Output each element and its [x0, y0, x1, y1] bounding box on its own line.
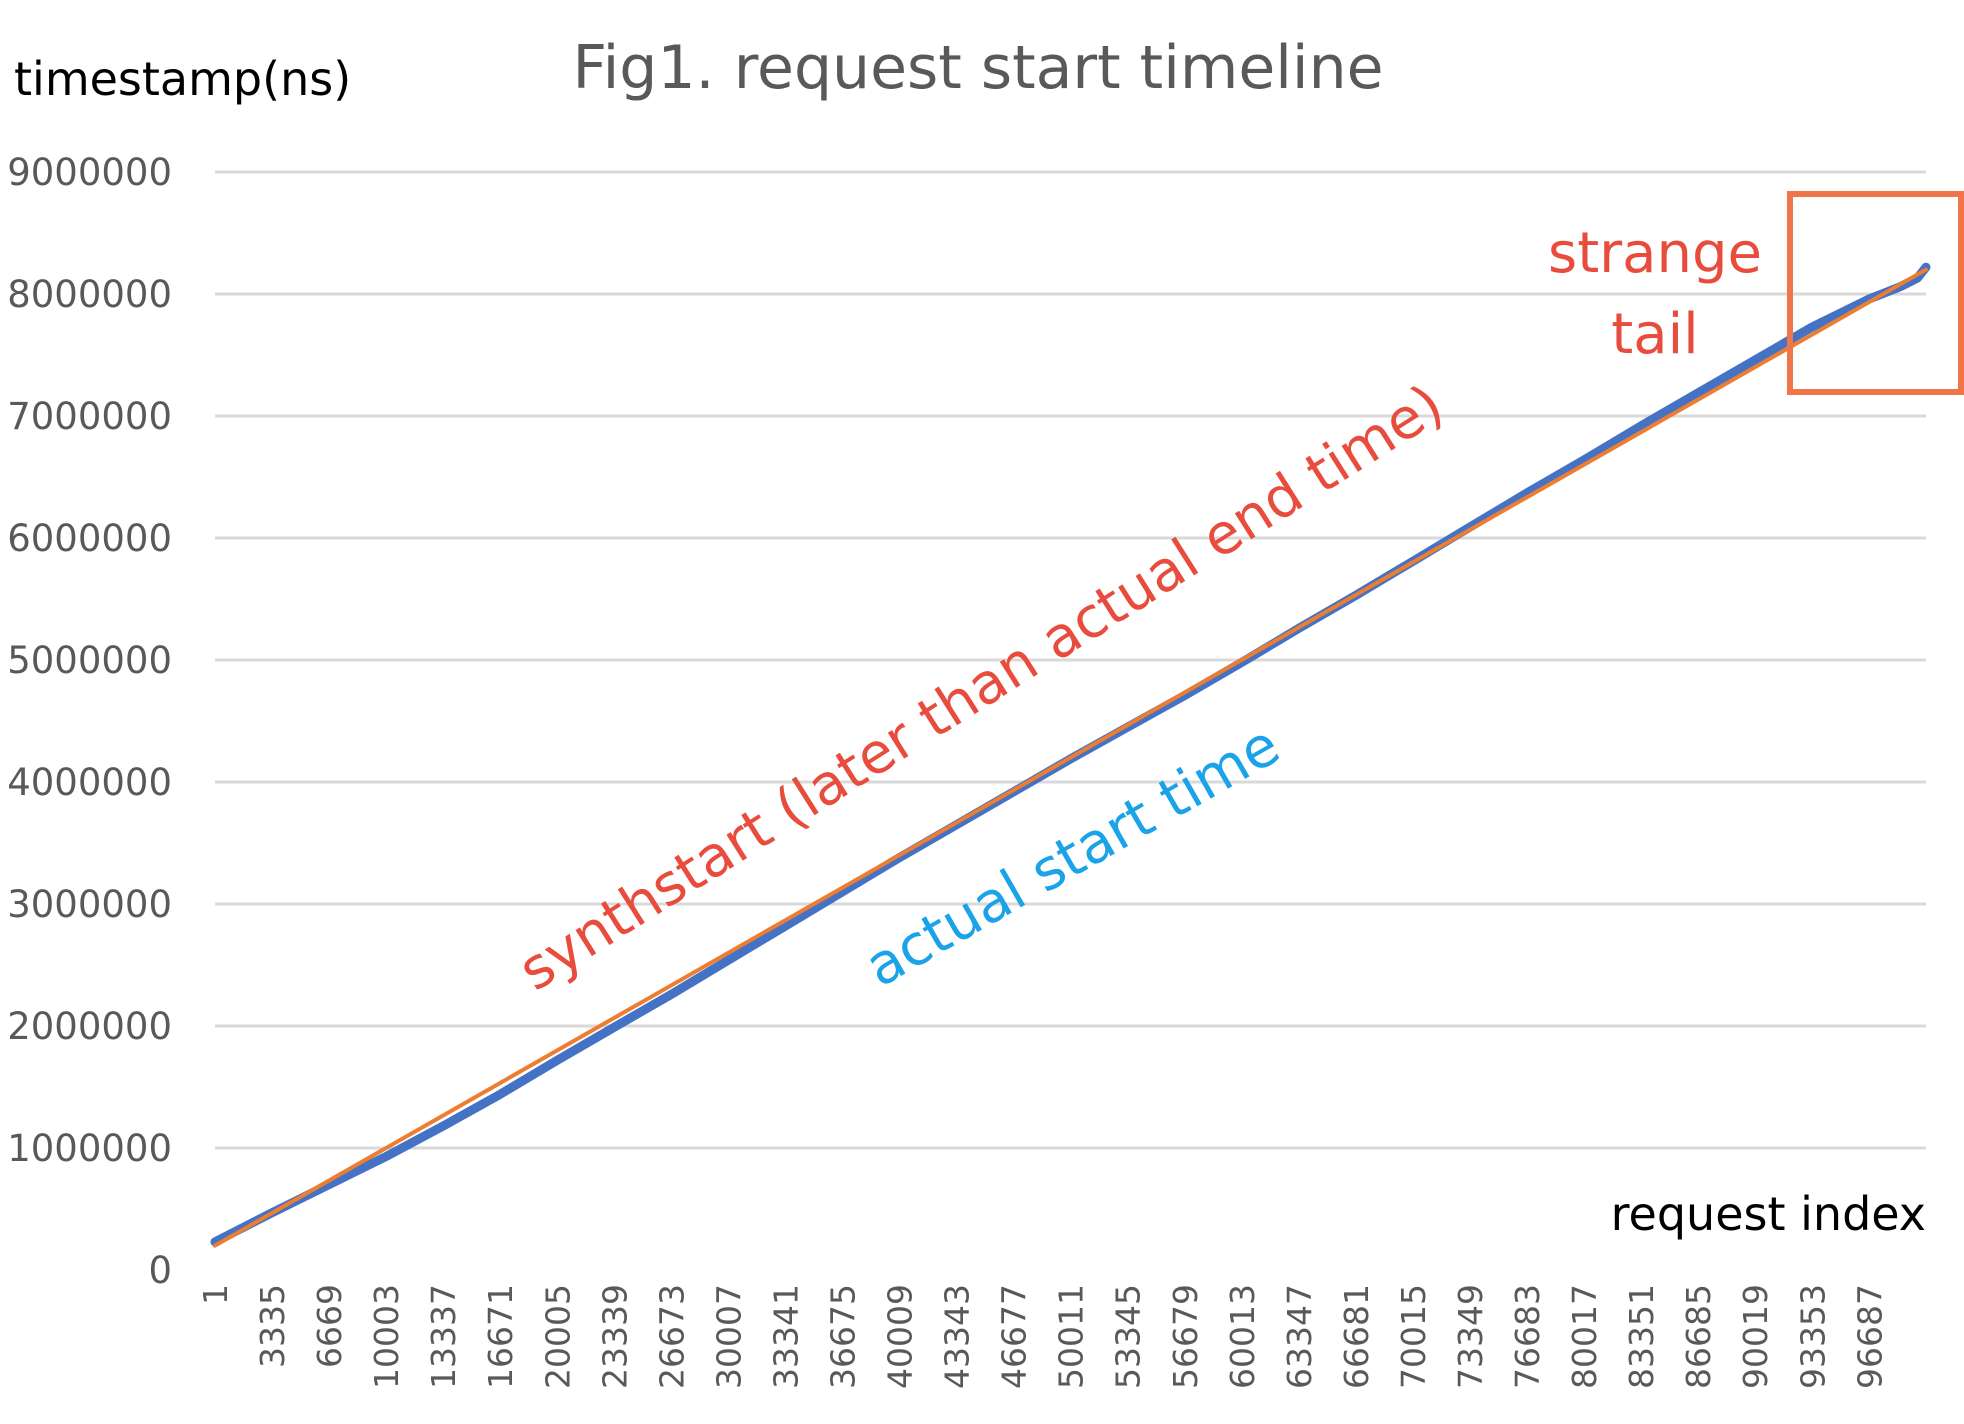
x-tick-label-21: 70015	[1394, 1284, 1433, 1389]
x-tick-label-27: 90019	[1736, 1284, 1775, 1389]
x-tick-label-4: 13337	[424, 1284, 463, 1389]
x-tick-label-28: 93353	[1793, 1284, 1832, 1389]
x-tick-label-11: 36675	[823, 1284, 862, 1389]
x-tick-label-18: 60013	[1223, 1284, 1262, 1389]
x-tick-label-6: 20005	[538, 1284, 577, 1389]
annotation-strange: strange	[1548, 221, 1762, 286]
y-tick-label-8: 8000000	[7, 273, 172, 316]
x-tick-label-12: 40009	[881, 1284, 920, 1389]
x-tick-label-17: 56679	[1166, 1284, 1205, 1389]
annotation-tail: tail	[1611, 302, 1698, 367]
x-tick-label-3: 10003	[367, 1284, 406, 1389]
y-axis-label: timestamp(ns)	[14, 52, 351, 106]
x-tick-label-20: 66681	[1337, 1284, 1376, 1389]
x-tick-label-23: 76683	[1508, 1284, 1547, 1389]
y-tick-label-5: 5000000	[7, 639, 172, 682]
y-tick-label-3: 3000000	[7, 883, 172, 926]
x-tick-labels: 1 3335 6669 10003 13337 16671 20005 23339 26673 3…	[196, 1284, 1889, 1389]
chart-title: Fig1. request start timeline	[572, 33, 1383, 103]
y-tick-label-0: 0	[148, 1249, 172, 1292]
x-tick-label-10: 33341	[766, 1284, 805, 1389]
strange-tail-highlight-box	[1787, 191, 1964, 395]
x-tick-label-7: 23339	[595, 1284, 634, 1389]
y-tick-label-1: 1000000	[7, 1127, 172, 1170]
y-tick-label-7: 7000000	[7, 395, 172, 438]
x-tick-label-24: 80017	[1565, 1284, 1604, 1389]
x-tick-label-25: 83351	[1622, 1284, 1661, 1389]
y-tick-label-9: 9000000	[7, 151, 172, 194]
x-tick-label-2: 6669	[310, 1284, 349, 1368]
x-tick-label-0: 1	[196, 1284, 235, 1305]
x-tick-label-14: 46677	[995, 1284, 1034, 1389]
y-tick-label-6: 6000000	[7, 517, 172, 560]
y-tick-labels: 0 1000000 2000000 3000000 4000000 5000000 6000…	[7, 151, 172, 1292]
x-tick-label-15: 50011	[1052, 1284, 1091, 1389]
x-tick-label-9: 30007	[709, 1284, 748, 1389]
y-tick-label-4: 4000000	[7, 761, 172, 804]
x-tick-label-22: 73349	[1451, 1284, 1490, 1389]
series-line-1	[210, 262, 1931, 1247]
series-line-0	[213, 267, 1928, 1248]
x-tick-label-19: 63347	[1280, 1284, 1319, 1389]
x-tick-label-1: 3335	[253, 1284, 292, 1368]
x-tick-label-16: 53345	[1109, 1284, 1148, 1389]
x-tick-label-5: 16671	[481, 1284, 520, 1389]
gridlines	[215, 170, 1926, 1150]
y-tick-label-2: 2000000	[7, 1005, 172, 1048]
x-tick-label-26: 86685	[1679, 1284, 1718, 1389]
x-tick-label-13: 43343	[938, 1284, 977, 1389]
x-axis-label: request index	[1611, 1187, 1926, 1241]
x-tick-label-29: 96687	[1850, 1284, 1889, 1389]
series-lines	[210, 262, 1931, 1248]
x-tick-label-8: 26673	[652, 1284, 691, 1389]
